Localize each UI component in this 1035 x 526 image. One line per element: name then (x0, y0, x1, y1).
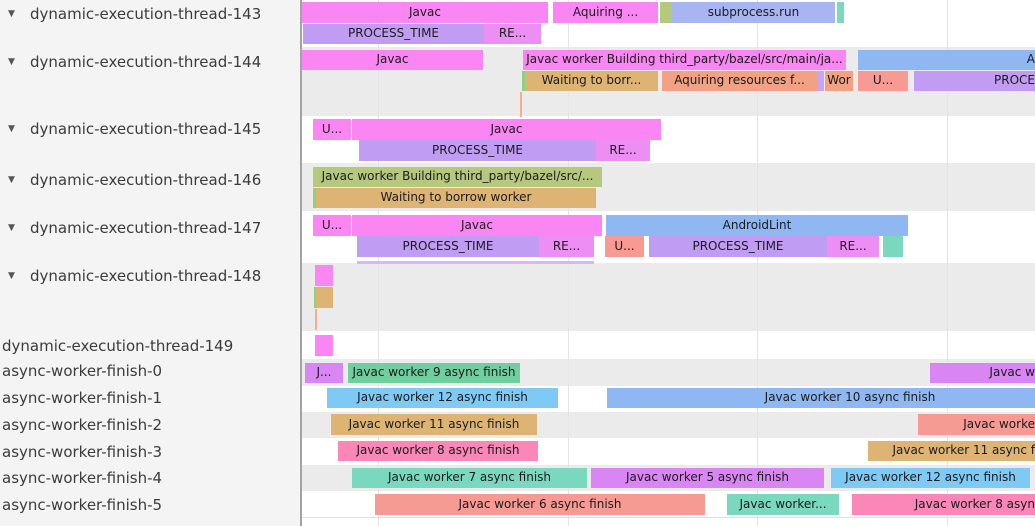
trace-slice[interactable]: Javac worker 6 async finish (375, 494, 705, 515)
trace-slice[interactable]: Javac worker Building third_party/bazel/… (313, 167, 602, 187)
trace-slice[interactable]: J... (305, 363, 343, 383)
sidebar-track-row[interactable]: ▼ dynamic-execution-thread-147 (0, 218, 300, 238)
trace-slice[interactable] (357, 261, 594, 264)
track-label: dynamic-execution-thread-143 (30, 5, 262, 23)
track-label: async-worker-finish-2 (2, 416, 163, 434)
sidebar-track-row[interactable]: ▼ dynamic-execution-thread-148 (0, 266, 300, 286)
track-label: async-worker-finish-4 (2, 469, 163, 487)
trace-slice[interactable]: Javac w (930, 363, 1035, 383)
trace-marker[interactable] (520, 92, 522, 117)
track-label: dynamic-execution-thread-145 (30, 120, 262, 138)
sidebar-track-row[interactable]: async-worker-finish-0 (0, 361, 300, 381)
trace-slice[interactable]: Javac worker 12 async finish (831, 468, 1030, 488)
trace-marker[interactable] (314, 287, 316, 308)
timeline-gridline (947, 0, 948, 526)
expander-icon[interactable]: ▼ (8, 57, 15, 67)
trace-slice[interactable] (315, 335, 333, 356)
sidebar-track-row[interactable]: async-worker-finish-5 (0, 495, 300, 515)
trace-slice[interactable] (316, 287, 333, 308)
track-row-background (302, 331, 1035, 359)
trace-marker[interactable] (522, 71, 525, 91)
trace-slice[interactable] (837, 2, 844, 23)
trace-slice[interactable]: Javac (302, 2, 548, 23)
trace-slice[interactable]: Wor (825, 71, 853, 91)
trace-slice[interactable]: PROCESS_TIME (303, 24, 484, 44)
sidebar-track-row[interactable]: ▼ dynamic-execution-thread-143 (0, 4, 300, 24)
trace-slice[interactable]: Javac worker 8 async finish (338, 441, 538, 461)
trace-slice[interactable]: U... (313, 119, 351, 140)
trace-slice[interactable]: Aquiring ... (553, 2, 658, 23)
trace-slice[interactable]: Javac (352, 215, 602, 236)
track-label: dynamic-execution-thread-144 (30, 53, 262, 71)
trace-slice[interactable]: Javac (302, 50, 483, 70)
sidebar-track-row[interactable]: ▼ dynamic-execution-thread-146 (0, 170, 300, 190)
timeline-gridline (757, 0, 758, 526)
track-label: async-worker-finish-3 (2, 443, 163, 461)
sidebar-track-row[interactable]: async-worker-finish-2 (0, 415, 300, 435)
trace-slice[interactable]: PROCESS_TIME (649, 236, 827, 257)
trace-slice[interactable]: Javac worker... (727, 494, 839, 515)
trace-slice[interactable]: PROCESS_TIME (357, 236, 539, 257)
trace-slice[interactable] (883, 236, 903, 257)
trace-slice[interactable]: RE... (539, 236, 594, 257)
track-label: dynamic-execution-thread-147 (30, 219, 262, 237)
trace-slice[interactable]: AndroidLint (606, 215, 908, 236)
sidebar-track-row[interactable]: ▼ dynamic-execution-thread-145 (0, 119, 300, 139)
expander-icon[interactable]: ▼ (8, 124, 15, 134)
trace-slice[interactable]: Javac worker 7 async finish (352, 468, 587, 488)
expander-icon[interactable]: ▼ (8, 223, 15, 233)
timeline-bottom-border (302, 517, 1035, 518)
panel-divider[interactable] (300, 0, 302, 526)
sidebar-track-row[interactable]: async-worker-finish-3 (0, 442, 300, 462)
trace-slice[interactable]: Javac worker 8 asyn (852, 494, 1035, 515)
trace-slice[interactable]: Javac worker 10 async finish (607, 388, 1035, 408)
trace-slice[interactable]: PROCESS_TIME (359, 140, 596, 161)
trace-marker[interactable] (315, 309, 317, 330)
trace-slice[interactable]: Javac worker 12 async finish (327, 388, 558, 408)
track-label: async-worker-finish-0 (2, 362, 163, 380)
trace-slice[interactable]: Javac worker 11 async finish (331, 414, 537, 435)
trace-slice[interactable] (817, 71, 824, 91)
trace-slice[interactable]: Javac worker 5 async finish (591, 468, 824, 488)
sidebar-track-row[interactable]: dynamic-execution-thread-149 (0, 336, 300, 356)
trace-slice[interactable]: Javac worker 9 async finish (348, 363, 520, 383)
expander-icon[interactable]: ▼ (8, 271, 15, 281)
trace-slice[interactable]: RE... (596, 140, 650, 161)
trace-slice[interactable]: Javac (352, 119, 661, 140)
sidebar-track-row[interactable]: ▼ dynamic-execution-thread-144 (0, 52, 300, 72)
trace-slice[interactable]: subprocess.run (672, 2, 835, 23)
track-label: dynamic-execution-thread-146 (30, 171, 262, 189)
trace-slice[interactable] (315, 265, 333, 286)
trace-slice[interactable]: U... (605, 236, 644, 257)
track-label: dynamic-execution-thread-149 (2, 337, 234, 355)
track-name-panel: ▼ dynamic-execution-thread-143 ▼ dynamic-ex… (0, 0, 300, 526)
trace-slice[interactable]: Javac worker Building third_party/bazel/… (523, 50, 846, 70)
sidebar-track-row[interactable]: async-worker-finish-4 (0, 468, 300, 488)
expander-icon[interactable]: ▼ (8, 9, 15, 19)
trace-slice[interactable]: RE... (827, 236, 879, 257)
expander-icon[interactable]: ▼ (8, 175, 15, 185)
trace-slice[interactable]: Waiting to borrow worker (316, 188, 596, 208)
track-label: async-worker-finish-5 (2, 496, 163, 514)
trace-slice[interactable] (660, 2, 672, 23)
trace-marker[interactable] (313, 188, 316, 208)
trace-slice[interactable]: U... (313, 215, 351, 236)
track-label: dynamic-execution-thread-148 (30, 267, 262, 285)
trace-slice[interactable]: Waiting to borr... (525, 71, 658, 91)
trace-slice[interactable]: PROCE (914, 71, 1035, 91)
trace-slice[interactable]: RE... (484, 24, 541, 44)
track-row-background (302, 263, 1035, 331)
trace-slice[interactable]: U... (858, 71, 908, 91)
trace-slice[interactable]: Aquiring resources f... (662, 71, 817, 91)
trace-slice[interactable]: Javac worke (918, 414, 1035, 435)
trace-slice[interactable]: A (858, 50, 1035, 70)
trace-slice[interactable]: Javac worker 11 async f (868, 441, 1035, 461)
track-label: async-worker-finish-1 (2, 389, 163, 407)
sidebar-track-row[interactable]: async-worker-finish-1 (0, 388, 300, 408)
